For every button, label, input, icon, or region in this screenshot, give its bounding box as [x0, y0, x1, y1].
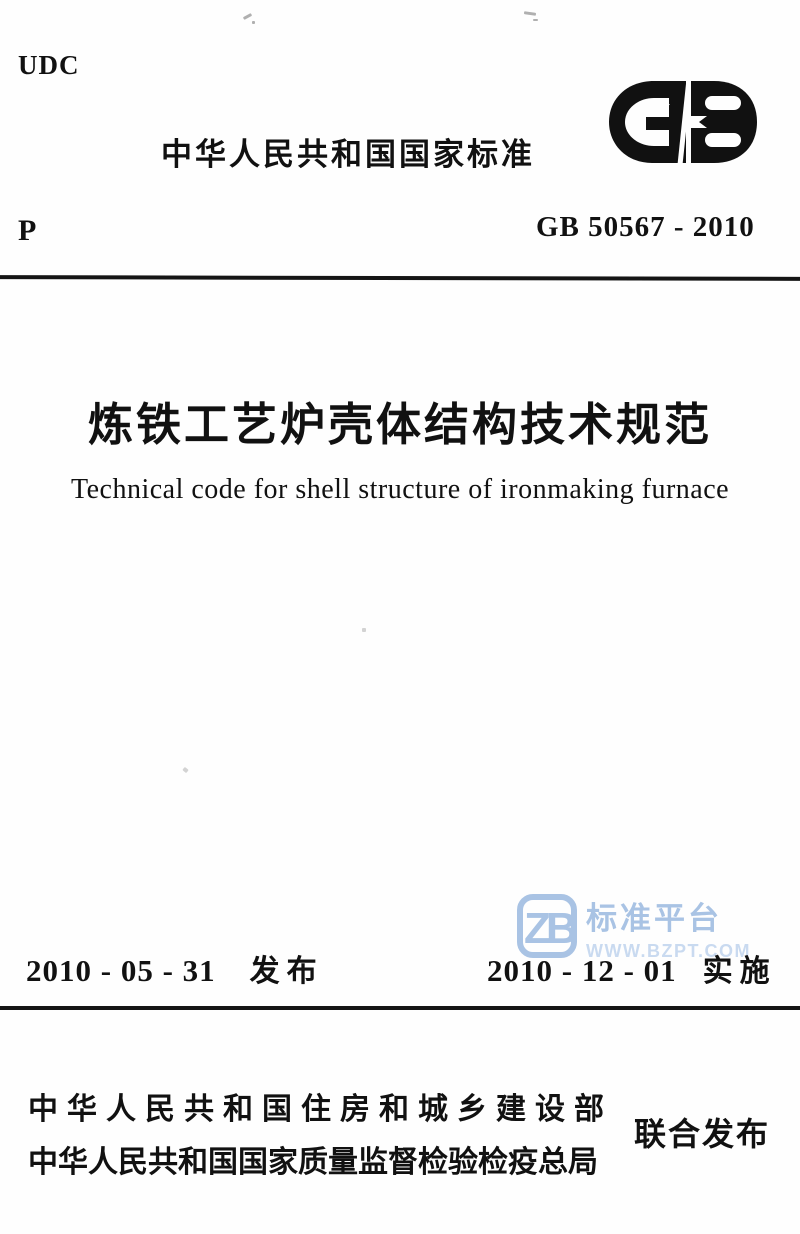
watermark-logo-text: ZB: [524, 904, 576, 953]
issuer-line-2: 中华人民共和国国家质量监督检验检疫总局: [28, 1146, 598, 1179]
header-title: 中华人民共和国国家标准: [161, 137, 535, 172]
implement-date: 2010 - 12 - 01: [487, 953, 677, 988]
issuer-line-1: 中华人民共和国住房和城乡建设部: [28, 1093, 613, 1126]
scan-artifact: [523, 11, 537, 16]
watermark-logo-icon: ZB: [517, 894, 578, 958]
bottom-horizontal-rule: [0, 1006, 800, 1010]
title-chinese: 炼铁工艺炉壳体结构技术规范: [87, 399, 712, 450]
title-english: Technical code for shell structure of ir…: [70, 474, 730, 505]
issue-date-group: 2010 - 05 - 31 发布: [26, 946, 324, 990]
watermark-text-block: 标准平台 WWW.BZPT.COM: [586, 893, 751, 962]
joint-publish-label: 联合发布: [634, 1116, 771, 1152]
udc-label: UDC: [18, 50, 80, 80]
top-horizontal-rule: [0, 275, 800, 281]
implement-date-group: 2010 - 12 - 01 实施: [487, 946, 777, 990]
scan-artifact: [252, 21, 255, 24]
scan-artifact: [182, 766, 189, 774]
scan-artifact: [242, 13, 253, 20]
standard-number: GB 50567 - 2010: [536, 211, 755, 243]
issue-date: 2010 - 05 - 31: [26, 953, 216, 988]
implement-label: 实施: [702, 955, 777, 988]
scan-artifact: [362, 628, 366, 632]
classification-label: P: [18, 214, 37, 247]
issue-label: 发布: [249, 955, 324, 988]
gb-logo-icon: [609, 80, 757, 164]
scan-artifact: [533, 19, 538, 21]
watermark: ZB 标准平台 WWW.BZPT.COM: [516, 893, 751, 962]
watermark-site-name: 标准平台: [586, 901, 722, 936]
watermark-site-url: WWW.BZPT.COM: [586, 941, 751, 961]
